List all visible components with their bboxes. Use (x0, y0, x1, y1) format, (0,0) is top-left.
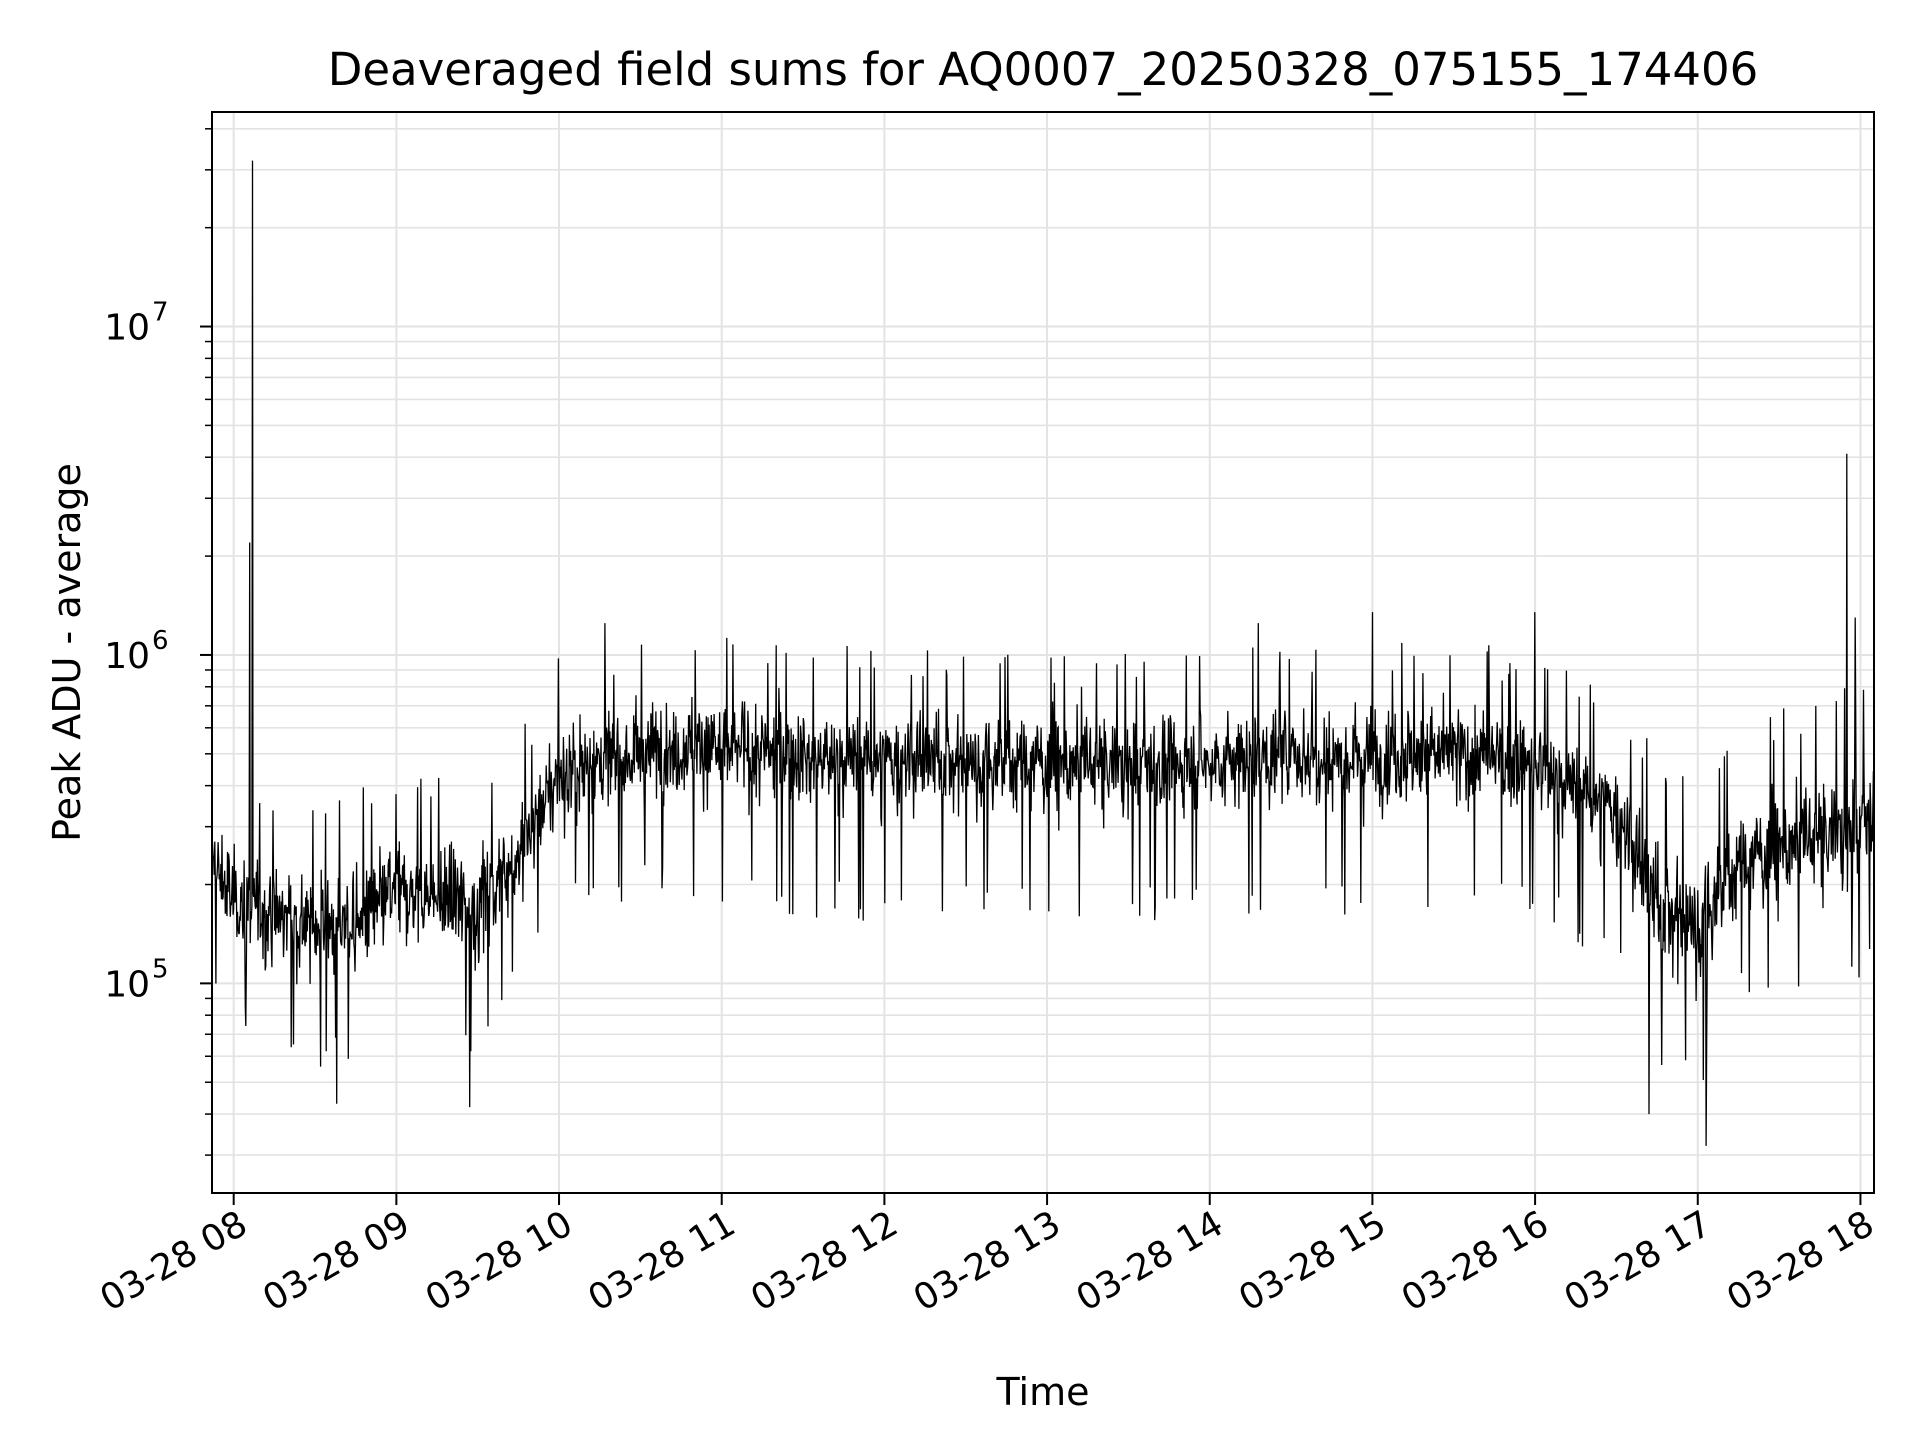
svg-text:7: 7 (152, 298, 169, 328)
y-tick-label: 10 6 (104, 626, 168, 677)
plot-frame (211, 111, 1875, 1194)
x-tick-label: 03-28 15 (1232, 1203, 1393, 1319)
svg-text:10: 10 (104, 964, 150, 1005)
y-axis-label: Peak ADU - average (45, 463, 89, 842)
x-tick-label: 03-28 17 (1558, 1203, 1719, 1319)
x-tick-label: 03-28 08 (94, 1203, 255, 1319)
svg-text:5: 5 (152, 954, 169, 984)
x-tick-label: 03-28 11 (582, 1203, 743, 1319)
chart-title: Deaveraged field sums for AQ0007_2025032… (328, 43, 1759, 96)
grid (212, 112, 1874, 1193)
x-tick-label: 03-28 10 (419, 1203, 580, 1319)
x-tick-label: 03-28 09 (256, 1203, 417, 1319)
y-tick-label: 10 5 (104, 954, 168, 1005)
x-tick-label: 03-28 16 (1395, 1203, 1556, 1319)
x-tick-label: 03-28 18 (1720, 1203, 1881, 1319)
x-tick-label: 03-28 12 (744, 1203, 905, 1319)
x-tick-label: 03-28 13 (907, 1203, 1068, 1319)
x-tick-label: 03-28 14 (1070, 1203, 1231, 1319)
series-layer (212, 160, 1874, 1146)
x-axis-label: Time (996, 1370, 1090, 1414)
svg-text:6: 6 (152, 626, 169, 656)
svg-text:10: 10 (104, 308, 150, 349)
y-tick-label: 10 7 (104, 298, 168, 349)
series-line (212, 160, 1874, 1146)
svg-text:10: 10 (104, 636, 150, 677)
